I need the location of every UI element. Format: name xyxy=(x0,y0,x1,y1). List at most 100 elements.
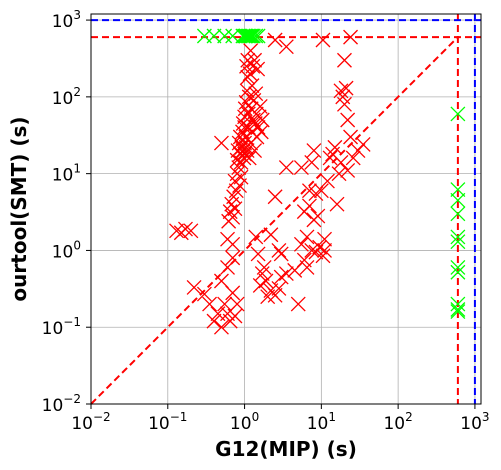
x-tick-label: 100 xyxy=(230,410,259,434)
data-point-series-1 xyxy=(278,160,294,176)
data-point-series-1 xyxy=(183,223,199,239)
data-point-series-2 xyxy=(248,28,264,44)
data-point-series-1 xyxy=(233,169,249,185)
data-point-series-1 xyxy=(301,183,317,199)
data-point-series-2 xyxy=(450,304,466,320)
data-point-series-1 xyxy=(252,98,268,114)
data-point-series-2 xyxy=(450,106,466,122)
data-point-series-1 xyxy=(248,86,264,102)
data-point-series-2 xyxy=(450,302,466,317)
data-point-series-1 xyxy=(329,196,345,212)
data-point-series-1 xyxy=(247,143,263,158)
data-point-series-2 xyxy=(450,264,466,280)
x-axis-label: G12(MIP) (s) xyxy=(215,437,357,461)
data-point-series-2 xyxy=(450,296,466,312)
data-point-series-1 xyxy=(220,260,235,275)
data-point-series-1 xyxy=(304,154,320,170)
data-point-series-1 xyxy=(273,246,289,262)
data-point-series-1 xyxy=(271,242,287,258)
data-point-series-1 xyxy=(345,150,361,166)
data-point-series-1 xyxy=(337,52,352,68)
y-axis-label: ourtool(SMT) (s) xyxy=(7,116,31,301)
y-tick-label: 103 xyxy=(52,8,81,32)
data-point-series-2 xyxy=(450,206,466,222)
data-point-series-1 xyxy=(263,227,279,243)
data-point-series-1 xyxy=(290,296,306,312)
reference-line-diagonal xyxy=(90,36,459,405)
data-point-series-1 xyxy=(247,52,263,68)
data-point-series-2 xyxy=(250,28,266,44)
data-point-series-1 xyxy=(178,221,193,237)
data-point-series-1 xyxy=(355,136,371,152)
y-tick-label: 102 xyxy=(52,85,81,109)
data-point-series-1 xyxy=(169,223,184,239)
data-point-series-1 xyxy=(293,236,309,252)
data-point-series-1 xyxy=(250,246,266,262)
data-point-series-1 xyxy=(196,286,212,302)
data-point-series-1 xyxy=(258,273,274,289)
data-point-series-1 xyxy=(243,43,259,59)
data-point-series-1 xyxy=(254,266,270,282)
data-point-series-1 xyxy=(225,209,241,225)
data-point-series-1 xyxy=(227,201,243,217)
data-point-series-1 xyxy=(337,96,352,112)
reference-lines xyxy=(90,14,481,405)
data-point-series-1 xyxy=(240,52,256,68)
data-point-series-1 xyxy=(213,319,229,335)
data-point-series-1 xyxy=(310,208,326,224)
data-point-series-1 xyxy=(245,58,261,74)
data-point-series-1 xyxy=(229,296,245,312)
data-point-series-1 xyxy=(293,160,309,176)
data-point-series-1 xyxy=(248,229,264,245)
x-tick-label: 103 xyxy=(460,410,489,434)
data-point-series-1 xyxy=(333,154,349,170)
data-point-series-1 xyxy=(227,308,243,324)
data-point-series-1 xyxy=(306,143,322,158)
data-point-series-2 xyxy=(450,192,466,208)
x-tick-label: 10−2 xyxy=(71,410,110,434)
data-point-series-1 xyxy=(267,189,283,205)
data-point-series-1 xyxy=(315,32,331,48)
data-point-series-1 xyxy=(241,150,257,166)
data-point-series-1 xyxy=(236,150,252,166)
data-point-series-2 xyxy=(450,234,466,250)
data-point-series-1 xyxy=(217,296,233,312)
data-point-series-1 xyxy=(301,198,317,214)
data-point-series-1 xyxy=(186,279,202,295)
x-tick-label: 101 xyxy=(307,410,336,434)
data-point-series-1 xyxy=(206,313,222,329)
data-point-series-1 xyxy=(202,296,218,312)
data-point-series-2 xyxy=(450,182,466,198)
data-point-series-1 xyxy=(228,183,244,199)
y-tick-label: 10−1 xyxy=(42,315,81,339)
x-tick-label: 102 xyxy=(383,410,412,434)
data-point-series-1 xyxy=(340,163,356,178)
data-point-series-1 xyxy=(312,239,328,255)
data-point-series-1 xyxy=(278,266,294,282)
data-point-series-1 xyxy=(267,287,283,303)
data-point-series-1 xyxy=(343,29,359,45)
x-tick-label: 10−1 xyxy=(148,410,187,434)
data-point-series-2 xyxy=(245,28,261,44)
data-point-series-1 xyxy=(240,69,256,85)
data-point-series-1 xyxy=(273,269,289,285)
data-point-series-1 xyxy=(299,229,315,245)
data-point-series-1 xyxy=(267,32,283,48)
data-point-series-1 xyxy=(256,260,272,275)
data-point-series-2 xyxy=(217,28,233,44)
data-point-series-1 xyxy=(343,129,359,145)
data-point-series-1 xyxy=(319,173,335,189)
data-point-series-1 xyxy=(304,242,320,258)
y-tick-label: 101 xyxy=(52,162,81,186)
data-point-series-1 xyxy=(313,183,329,199)
data-point-series-2 xyxy=(240,28,256,44)
data-point-series-1 xyxy=(225,250,241,266)
data-point-series-1 xyxy=(225,236,241,252)
data-point-series-1 xyxy=(338,80,354,96)
data-point-series-1 xyxy=(254,112,270,128)
data-point-series-2 xyxy=(450,229,466,245)
data-point-series-1 xyxy=(253,124,269,140)
data-point-series-2 xyxy=(243,28,259,44)
data-point-series-1 xyxy=(244,78,260,94)
data-point-series-1 xyxy=(333,83,349,99)
